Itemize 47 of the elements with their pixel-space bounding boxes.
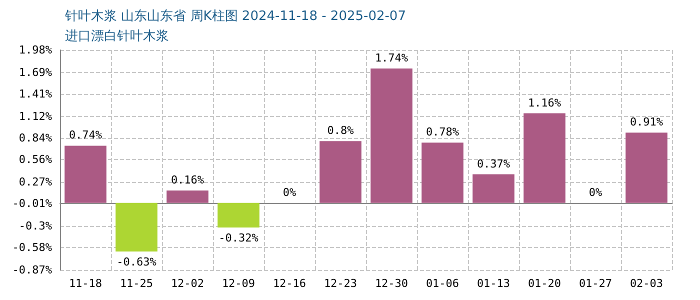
bar <box>320 141 362 203</box>
bar <box>524 113 566 203</box>
bar <box>626 132 668 203</box>
x-tick-label: 12-09 <box>222 277 256 290</box>
y-tick-label: 1.98% <box>18 44 52 56</box>
x-tick-label: 01-27 <box>578 277 612 290</box>
data-label: 0% <box>282 186 296 199</box>
data-label: 0.8% <box>327 124 354 138</box>
x-tick-label: 12-23 <box>324 277 358 290</box>
data-label: -0.63% <box>116 255 157 268</box>
bar <box>218 202 260 228</box>
bar <box>472 174 514 203</box>
x-tick-label: 01-13 <box>476 277 510 290</box>
y-tick-label: 0.27% <box>18 176 52 188</box>
x-tick-label: 11-25 <box>120 277 154 290</box>
x-tick-label: 12-16 <box>272 277 306 290</box>
y-tick-label: -0.01% <box>12 197 52 210</box>
data-label: 0.91% <box>630 116 664 129</box>
y-tick-label: 0.84% <box>18 132 52 144</box>
data-label: 0.37% <box>476 157 510 170</box>
y-tick-label: 0.56% <box>18 153 52 166</box>
y-tick-label: -0.58% <box>12 241 52 254</box>
data-label: 0.16% <box>170 173 204 186</box>
data-label: 1.16% <box>528 96 562 110</box>
y-tick-label: 1.12% <box>18 110 52 123</box>
x-tick-label: 12-30 <box>374 277 408 290</box>
data-label: 0.74% <box>68 128 102 142</box>
data-label: 0% <box>588 186 602 199</box>
bar <box>166 190 208 203</box>
y-tick-label: -0.87% <box>12 264 52 276</box>
bar <box>370 68 412 203</box>
x-tick-label: 01-20 <box>528 277 562 290</box>
chart-subtitle: 进口漂白针叶木浆 <box>65 29 169 44</box>
x-tick-label: 01-06 <box>426 277 460 290</box>
y-tick-label: -0.3% <box>18 220 52 232</box>
data-label: -0.32% <box>218 232 259 245</box>
y-tick-label: 1.69% <box>18 66 52 79</box>
y-tick-label: 1.41% <box>18 88 52 100</box>
data-label: 1.74% <box>374 52 408 65</box>
x-tick-label: 12-02 <box>170 277 204 290</box>
chart-title: 针叶木浆 山东山东省 周K柱图 2024-11-18 - 2025-02-07 <box>64 9 406 24</box>
x-tick-label: 11-18 <box>68 277 102 290</box>
data-label: 0.78% <box>426 126 460 139</box>
bar <box>422 142 464 203</box>
x-tick-label: 02-03 <box>630 277 664 290</box>
bar <box>116 202 158 252</box>
bar <box>64 146 106 203</box>
